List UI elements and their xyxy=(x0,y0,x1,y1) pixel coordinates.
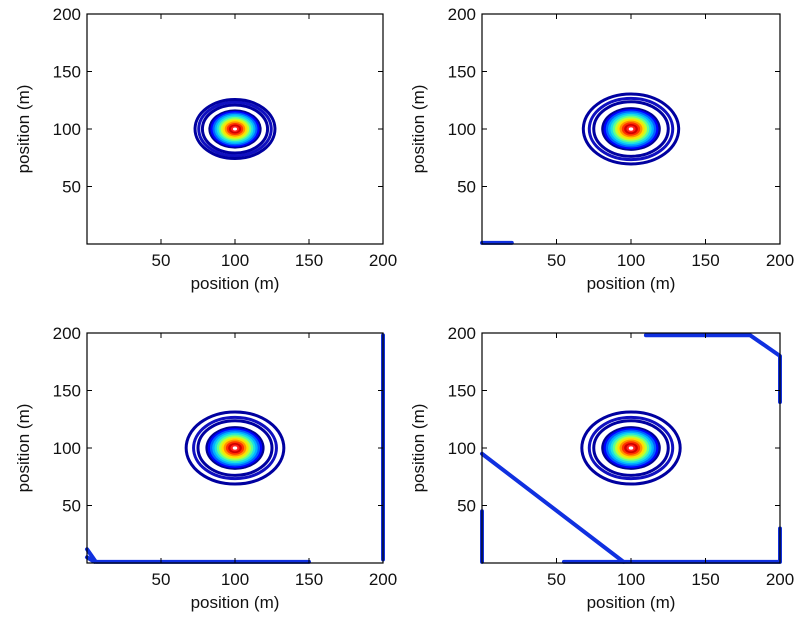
y-tick-label: 150 xyxy=(53,63,81,82)
y-tick-label: 200 xyxy=(53,5,81,24)
y-axis-label: position (m) xyxy=(409,404,428,493)
x-axis-label: position (m) xyxy=(191,593,280,612)
contour-ring xyxy=(587,96,675,162)
contour-ring xyxy=(192,415,278,481)
contour-ring xyxy=(197,100,273,158)
x-tick-label: 100 xyxy=(617,570,645,589)
x-tick-label: 200 xyxy=(369,251,397,270)
y-tick-label: 200 xyxy=(448,324,476,343)
y-tick-label: 100 xyxy=(448,439,476,458)
chart-panel-4: 50 100 150 200 50 100 150 200 position (m) positi… xyxy=(409,324,794,612)
y-tick-label: 150 xyxy=(53,382,81,401)
y-tick-label: 150 xyxy=(448,63,476,82)
x-tick-label: 200 xyxy=(766,251,794,270)
edge-contour xyxy=(480,451,626,564)
contour-ring xyxy=(193,98,277,160)
contour-ring xyxy=(196,419,274,477)
y-tick-label: 100 xyxy=(448,120,476,139)
y-tick-label: 200 xyxy=(448,5,476,24)
contour-ring xyxy=(587,415,675,481)
x-tick-label: 150 xyxy=(295,251,323,270)
x-axis-label: position (m) xyxy=(587,593,676,612)
edge-contour xyxy=(85,555,97,564)
y-tick-label: 100 xyxy=(53,120,81,139)
x-axis-label: position (m) xyxy=(587,274,676,293)
y-tick-label: 50 xyxy=(62,178,81,197)
contour-ring xyxy=(581,92,681,166)
y-tick-label: 100 xyxy=(53,439,81,458)
contour-ring xyxy=(592,419,670,477)
contour-ring xyxy=(200,103,270,155)
contour-level xyxy=(232,446,238,450)
y-tick-label: 150 xyxy=(448,382,476,401)
x-tick-label: 200 xyxy=(369,570,397,589)
chart-panel-3: 50 100 150 200 50 100 150 200 position (m) positi… xyxy=(14,324,397,612)
contour-ring xyxy=(184,410,286,486)
contour-ring xyxy=(592,100,670,158)
x-tick-label: 150 xyxy=(295,570,323,589)
x-axis-label: position (m) xyxy=(191,274,280,293)
contour-level xyxy=(232,127,238,131)
x-tick-label: 100 xyxy=(221,251,249,270)
x-tick-label: 150 xyxy=(691,570,719,589)
y-axis-label: position (m) xyxy=(409,85,428,174)
x-tick-label: 100 xyxy=(617,251,645,270)
x-tick-label: 50 xyxy=(152,570,171,589)
contour-level xyxy=(628,127,634,131)
y-axis-label: position (m) xyxy=(14,85,33,174)
chart-panel-1: 50 100 150 200 50 100 150 200 position (m) positi… xyxy=(14,5,397,293)
x-tick-label: 200 xyxy=(766,570,794,589)
x-tick-label: 50 xyxy=(547,570,566,589)
x-tick-label: 100 xyxy=(221,570,249,589)
x-tick-label: 150 xyxy=(691,251,719,270)
y-tick-label: 50 xyxy=(457,497,476,516)
y-tick-label: 50 xyxy=(62,497,81,516)
y-axis-label: position (m) xyxy=(14,404,33,493)
y-tick-label: 50 xyxy=(457,178,476,197)
contour-level xyxy=(628,446,634,450)
x-tick-label: 50 xyxy=(152,251,171,270)
x-tick-label: 50 xyxy=(547,251,566,270)
y-tick-label: 200 xyxy=(53,324,81,343)
contour-ring xyxy=(580,410,682,486)
chart-panel-2: 50 100 150 200 50 100 150 200 position (m) positi… xyxy=(409,5,794,293)
